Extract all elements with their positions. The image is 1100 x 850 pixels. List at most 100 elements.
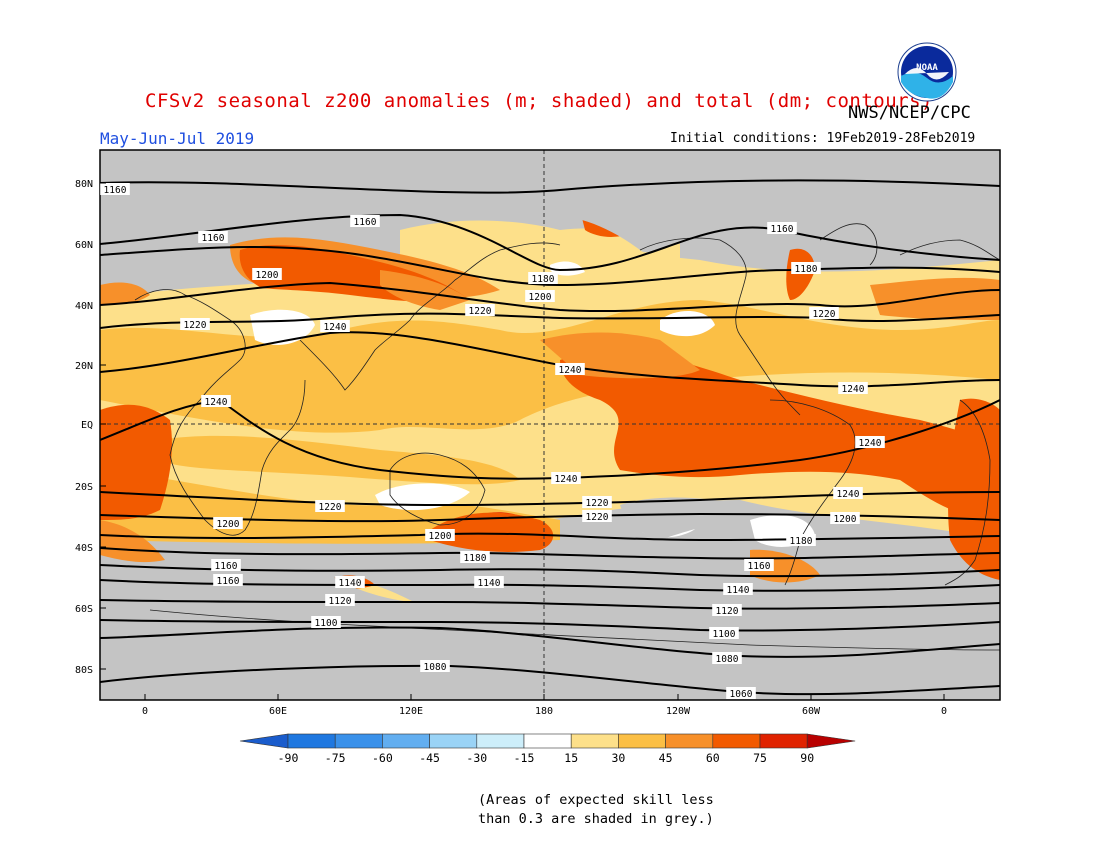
contour-label: 1220 (813, 309, 836, 320)
colorbar-tick-label: 75 (753, 751, 767, 765)
lat-label: 40S (75, 543, 93, 554)
contour-label-bg (180, 318, 210, 330)
contour-label-bg (712, 652, 742, 664)
colorbar-swatch (759, 733, 808, 749)
contour-label: 1200 (529, 292, 552, 303)
colorbar-tick-label: -15 (514, 751, 535, 765)
colorbar-tick-label: 30 (611, 751, 625, 765)
neutral-patch-tibet (250, 309, 315, 345)
contour-label: 1240 (555, 474, 578, 485)
colorbar-tick-label: -30 (466, 751, 487, 765)
contour-label: 1220 (469, 306, 492, 317)
contour-label-bg (726, 687, 756, 699)
contour-label-bg (809, 307, 839, 319)
contour-label-bg (528, 272, 558, 284)
lat-label: 20S (75, 482, 93, 493)
color-scale-bar: -90 -75 -60 -45 -30 -15 15 30 45 60 75 90 (239, 733, 856, 765)
colorbar-swatch (382, 733, 430, 749)
colorbar-swatch (287, 733, 336, 749)
contour-label-bg (744, 559, 774, 571)
colorbar-tick-label: -75 (325, 751, 346, 765)
colorbar-tick-label: 45 (659, 751, 673, 765)
lon-label: 120W (666, 706, 691, 717)
lat-label: 20N (75, 361, 93, 372)
anomaly-band-60-north-atlantic (870, 277, 1000, 320)
colorbar-swatch (334, 733, 383, 749)
colorbar-arrow-low (239, 733, 289, 749)
contour-label: 1240 (324, 322, 347, 333)
contour-label: 1140 (727, 585, 750, 596)
lon-label: 0 (142, 706, 148, 717)
contour-label: 1200 (429, 531, 452, 542)
contour-label-bg (325, 594, 355, 606)
colorbar-swatch (476, 733, 525, 749)
skill-note-line-1: (Areas of expected skill less (478, 792, 714, 808)
contour-label-bg (525, 290, 555, 302)
contour-label: 1160 (354, 217, 377, 228)
lon-label: 0 (941, 706, 947, 717)
anomaly-band-45-west (160, 435, 520, 485)
contour-label-bg (213, 574, 243, 586)
contour-label-bg (786, 534, 816, 546)
lat-label: 80N (75, 179, 93, 190)
skill-note: (Areas of expected skill less than 0.3 a… (478, 791, 714, 829)
anomaly-band-75-africa-west (100, 404, 172, 520)
contour-label: 1120 (329, 596, 352, 607)
contour-label: 1180 (790, 536, 813, 547)
skill-note-line-2: than 0.3 are shaded in grey.) (478, 811, 714, 827)
anomaly-band-75-north-atlantic (786, 248, 815, 300)
initial-conditions: Initial conditions: 19Feb2019-28Feb2019 (670, 131, 976, 146)
contour-label: 1180 (795, 264, 818, 275)
contour-label-bg (460, 551, 490, 563)
contour-label-bg (311, 616, 341, 628)
contour-label-bg (100, 183, 130, 195)
contour-label-bg (582, 496, 612, 508)
neutral-patch-bering (550, 261, 585, 276)
contour-label-bg (791, 262, 821, 274)
colorbar-swatch (429, 733, 478, 749)
lon-label: 60W (802, 706, 821, 717)
contour-label: 1220 (184, 320, 207, 331)
map-title: CFSv2 seasonal z200 anomalies (m; shaded… (145, 90, 933, 112)
skill-mask-arctic (100, 150, 1000, 280)
contour-label-bg (830, 512, 860, 524)
contour-label-bg (833, 487, 863, 499)
contour-label-bg (465, 304, 495, 316)
neutral-patch-australia (375, 483, 470, 511)
contour-label: 1220 (319, 502, 342, 513)
contour-label-bg (855, 436, 885, 448)
lat-label: 40N (75, 301, 93, 312)
contour-label: 1220 (586, 498, 609, 509)
contour-label: 1140 (339, 578, 362, 589)
contour-label-bg (709, 627, 739, 639)
contour-label-bg (420, 660, 450, 672)
lat-label: EQ (81, 420, 93, 431)
anomaly-band-60-europe-west (100, 282, 150, 305)
contour-label: 1220 (586, 512, 609, 523)
anomaly-band-45-mid (100, 300, 1000, 433)
contour-label-bg (350, 215, 380, 227)
contour-label: 1080 (716, 654, 739, 665)
contour-label-bg (198, 231, 228, 243)
contour-label: 1100 (315, 618, 338, 629)
contour-label: 1160 (771, 224, 794, 235)
noaa-logo-icon: NOAA (897, 42, 957, 102)
lat-label: 60N (75, 240, 93, 251)
contour-label-bg (201, 395, 231, 407)
contour-label: 1100 (713, 629, 736, 640)
contour-label-bg (838, 382, 868, 394)
map-frame (99, 149, 1001, 701)
contour-label: 1160 (215, 561, 238, 572)
colorbar-tick-label: 90 (800, 751, 814, 765)
contour-label: 1060 (730, 689, 753, 700)
colorbar-swatch (618, 733, 666, 749)
forecast-period: May-Jun-Jul 2019 (100, 129, 255, 148)
lat-label: 80S (75, 665, 93, 676)
colorbar-swatch (665, 733, 714, 749)
colorbar-tick-label: 15 (564, 751, 578, 765)
lon-label: 180 (535, 706, 553, 717)
colorbar-swatch (570, 733, 619, 749)
contour-label: 1200 (217, 519, 240, 530)
contour-label-bg (551, 472, 581, 484)
contour-label-bg (425, 529, 455, 541)
